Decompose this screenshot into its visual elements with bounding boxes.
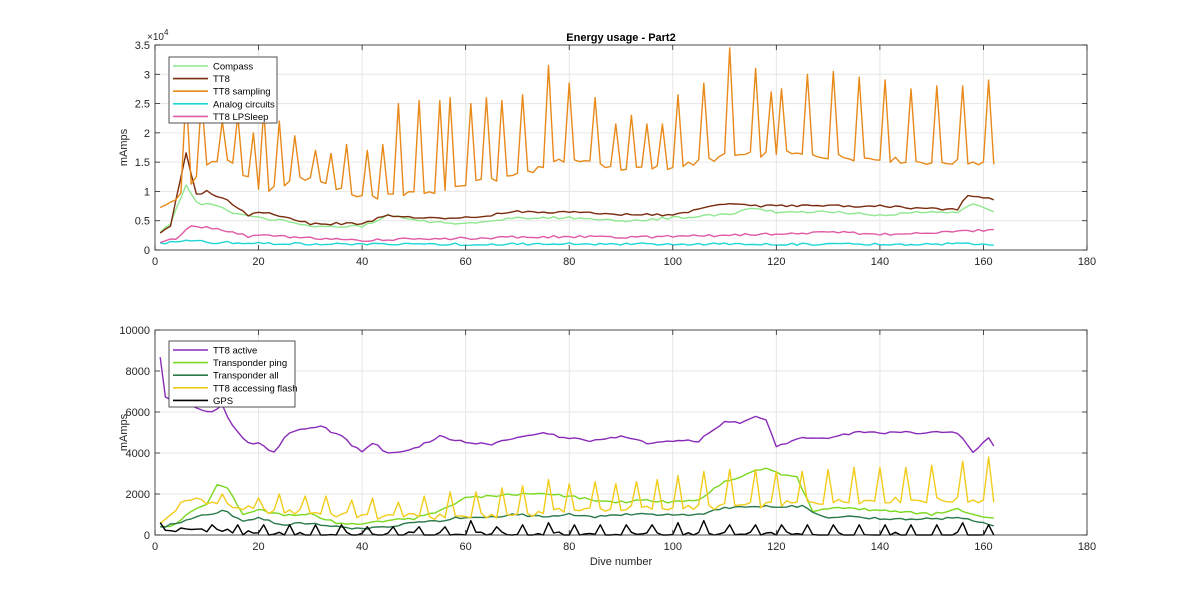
x-tick-label: 140	[871, 541, 889, 553]
legend-label: TT8	[213, 74, 230, 85]
y-tick-label: 0.5	[135, 216, 150, 228]
legend-label: GPS	[213, 396, 233, 407]
x-tick-label: 60	[460, 256, 472, 268]
axes-box	[154, 44, 1088, 251]
x-axis-label: Dive number	[590, 556, 653, 568]
top-chart: 0 20 40 60 80 100 120 140 160 180 0 0.5 1 1.5 2 2.5 3 3.5…	[118, 28, 1096, 268]
y-tick-label: 3.5	[135, 40, 150, 52]
legend-label: Transponder all	[213, 371, 279, 382]
x-tick-label: 0	[152, 541, 158, 553]
series-line-tt8	[159, 152, 995, 234]
x-tick-label: 20	[252, 256, 264, 268]
y-tick-label: 3	[144, 69, 150, 81]
x-tick-label: 80	[563, 256, 575, 268]
y-tick-label: 2.5	[135, 99, 150, 111]
series-line-transponder-all	[160, 504, 994, 530]
axes-box	[154, 329, 1088, 536]
y-tick-label: 1.5	[135, 157, 150, 169]
bottom-chart: 0 20 40 60 80 100 120 140 160 180 0 2000 4000 6000 800…	[118, 325, 1096, 568]
x-tick-label: 0	[152, 256, 158, 268]
series-line-tt8-lpsleep	[159, 225, 994, 244]
legend-label: Compass	[213, 62, 253, 73]
legend-box	[168, 340, 296, 408]
chart-title: Energy usage - Part2	[566, 32, 675, 44]
legend-label: TT8 LPSleep	[213, 112, 268, 123]
y-tick-label: 10000	[119, 325, 150, 337]
x-tick-label: 180	[1078, 541, 1096, 553]
legend-label: TT8 accessing flash	[213, 383, 297, 394]
legend-box	[168, 56, 278, 124]
x-tick-label: 120	[767, 541, 785, 553]
y-tick-label: 0	[144, 245, 150, 257]
y-axis-label: mAmps	[118, 128, 130, 166]
series-line-tt8-accessing-flash	[159, 456, 995, 524]
series-line-tt8-sampling	[159, 47, 995, 209]
series-line-tt8-active	[159, 357, 995, 454]
series-line-transponder-ping	[160, 467, 994, 528]
legend-label: TT8 sampling	[213, 87, 271, 98]
y-tick-label: 1	[144, 186, 150, 198]
y-tick-label: 2000	[126, 489, 150, 501]
x-tick-label: 160	[974, 256, 992, 268]
y-tick-label: 2	[144, 128, 150, 140]
y-tick-label: 6000	[126, 407, 150, 419]
x-tick-label: 140	[871, 256, 889, 268]
series-line-analog-circuits	[160, 239, 994, 247]
x-tick-label: 160	[974, 541, 992, 553]
x-tick-label: 40	[356, 541, 368, 553]
x-tick-label: 180	[1078, 256, 1096, 268]
legend-label: Transponder ping	[213, 358, 287, 369]
x-tick-label: 80	[563, 541, 575, 553]
legend-label: TT8 active	[213, 346, 257, 357]
x-tick-label: 40	[356, 256, 368, 268]
series-line-gps	[159, 519, 995, 536]
x-tick-label: 100	[664, 541, 682, 553]
y-axis-label: mAmps	[118, 413, 130, 451]
x-tick-label: 120	[767, 256, 785, 268]
series-line-compass	[159, 184, 995, 233]
x-tick-label: 60	[460, 541, 472, 553]
x-tick-label: 20	[252, 541, 264, 553]
x-tick-label: 100	[664, 256, 682, 268]
y-tick-label: 8000	[126, 366, 150, 378]
legend-label: Analog circuits	[213, 99, 275, 110]
y-exponent-power: 4	[164, 28, 169, 37]
plot-area	[155, 45, 1087, 250]
y-tick-label: 4000	[126, 448, 150, 460]
y-exponent-label: ×104	[147, 28, 169, 43]
y-tick-label: 0	[144, 530, 150, 542]
